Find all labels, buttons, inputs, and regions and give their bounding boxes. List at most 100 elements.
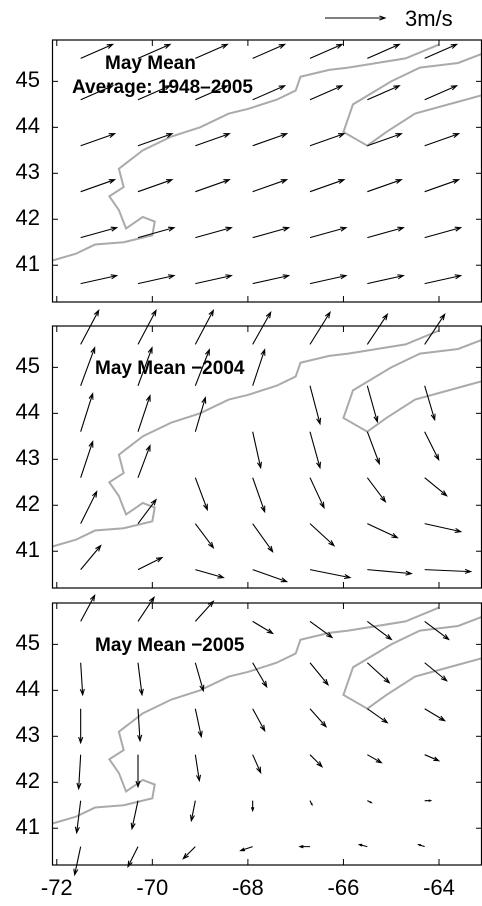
wind-vector [309,85,344,101]
y-tick-label: 43 [16,159,40,184]
wind-vector [252,662,268,689]
wind-vector [137,346,153,386]
wind-vector [309,754,324,768]
wind-vector [73,846,82,877]
wind-vector [252,523,274,553]
wind-vector [195,274,233,285]
wind-vector [424,523,463,533]
wind-vector [135,754,141,789]
wind-vector [309,620,334,639]
wind-vector [78,708,84,745]
wind-vector [194,754,202,783]
wind-vector [252,226,291,239]
wind-vector [309,708,328,728]
y-tick-label: 42 [16,491,40,516]
wind-vector [424,85,459,101]
wind-vector [309,274,348,285]
wind-vector [76,754,82,791]
wind-vector [80,593,96,622]
wind-vector [137,394,151,432]
y-tick-label: 43 [16,445,40,470]
wind-vector [137,708,143,743]
wind-vector [424,754,441,762]
panel-title: May Mean −2004 [95,358,245,379]
wind-vector [137,596,155,622]
wind-vector [424,133,461,147]
wind-vector [137,85,172,101]
coastline [51,43,440,262]
wind-vector [367,569,413,576]
wind-vector [357,843,368,848]
y-tick-label: 44 [16,113,40,138]
wind-vector [424,226,463,239]
wind-vector [367,523,399,539]
wind-vector [424,568,473,574]
wind-vector [194,477,208,512]
wind-vector [80,274,119,285]
y-tick-label: 41 [16,251,40,276]
x-tick-label: -66 [328,875,360,900]
wind-vector [80,392,94,432]
wind-vector [137,662,144,697]
wind-vector [367,274,405,285]
wind-vector [137,133,174,147]
wind-vector [195,179,231,193]
wind-vector [195,226,233,239]
wind-vector [250,800,255,813]
wind-vector [252,477,266,514]
wind-vector [367,226,405,239]
wind-vector [309,523,336,547]
y-tick-label: 43 [16,722,40,747]
wind-vector [195,85,229,101]
wind-vector [130,800,139,831]
wind-vector [309,385,322,426]
wind-vector [79,662,85,697]
wind-vector [137,308,157,345]
wind-vector [367,800,373,804]
wind-vector [366,477,387,503]
coastline [51,329,440,548]
x-tick-label: -72 [41,875,73,900]
wind-vector [424,431,440,462]
wind-vector [367,133,403,147]
wind-vector [194,600,215,622]
wind-vector [137,444,151,478]
y-tick-label: 45 [16,353,40,378]
wind-vector [424,313,446,345]
x-tick-label: -68 [232,875,264,900]
wind-vector [80,440,94,478]
y-tick-label: 45 [16,67,40,92]
wind-vector [252,708,266,733]
wind-vector [417,844,425,848]
wind-vector [366,385,379,424]
wind-vector [252,133,289,147]
wind-vector [424,620,450,641]
panel-subtitle: Average: 1948–2005 [72,77,253,98]
wind-vector [252,179,289,193]
wind-vector [424,385,436,422]
wind-vector [252,620,275,635]
wind-vector [137,556,164,571]
wind-vector [424,799,433,802]
y-tick-label: 41 [16,537,40,562]
wind-vector [195,133,231,147]
wind-vector [80,490,98,524]
coastline [342,52,482,147]
wind-vector [194,396,207,432]
wind-vector [309,179,346,193]
wind-vector [127,846,139,869]
wind-vector [424,662,448,682]
wind-vector [367,43,401,59]
wind-vector [367,179,403,193]
wind-vector [309,311,331,345]
wind-vector [298,844,310,849]
wind-vector [80,85,115,101]
x-tick-label: -70 [136,875,168,900]
wind-vector [309,226,348,239]
y-tick-label: 44 [16,399,40,424]
wind-vector [309,431,322,470]
wind-vector [195,43,229,59]
wind-vector [239,846,253,852]
coastline [342,615,482,710]
y-tick-label: 42 [16,205,40,230]
